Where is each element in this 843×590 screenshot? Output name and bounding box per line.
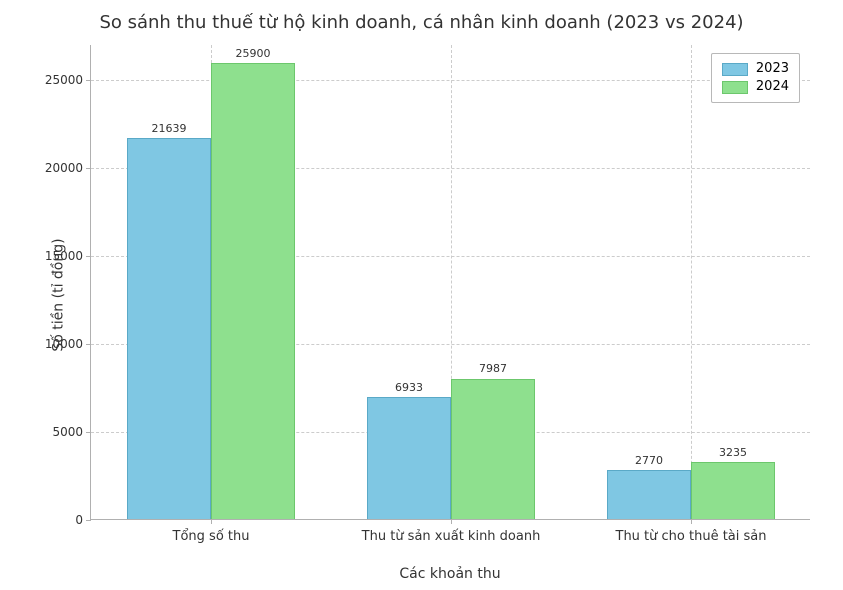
- legend-label: 2023: [756, 60, 789, 78]
- ytick-label: 5000: [52, 425, 91, 439]
- ytick-label: 20000: [45, 161, 91, 175]
- ytick-label: 10000: [45, 337, 91, 351]
- bar-value-label: 25900: [236, 47, 271, 64]
- ytick-label: 0: [75, 513, 91, 527]
- legend-item: 2024: [722, 78, 789, 96]
- ytick-label: 25000: [45, 73, 91, 87]
- bar-value-label: 2770: [635, 454, 663, 471]
- x-axis-label: Các khoản thu: [90, 566, 810, 582]
- bar-value-label: 6933: [395, 381, 423, 398]
- bar-2023: [367, 397, 451, 519]
- bar-value-label: 7987: [479, 362, 507, 379]
- bar-2023: [127, 138, 211, 519]
- bar-2024: [691, 462, 775, 519]
- chart-title: So sánh thu thuế từ hộ kinh doanh, cá nh…: [0, 12, 843, 33]
- legend-swatch: [722, 81, 748, 94]
- plot-area: 0500010000150002000025000Tổng số thu2163…: [90, 45, 810, 520]
- bar-2023: [607, 470, 691, 519]
- chart-container: So sánh thu thuế từ hộ kinh doanh, cá nh…: [0, 0, 843, 590]
- xtick-label: Tổng số thu: [173, 519, 250, 544]
- bar-2024: [451, 379, 535, 520]
- legend-item: 2023: [722, 60, 789, 78]
- bar-value-label: 21639: [152, 122, 187, 139]
- xtick-label: Thu từ sản xuất kinh doanh: [362, 519, 541, 544]
- legend-label: 2024: [756, 78, 789, 96]
- xtick-label: Thu từ cho thuê tài sản: [616, 519, 767, 544]
- legend-swatch: [722, 63, 748, 76]
- bar-2024: [211, 63, 295, 519]
- bar-value-label: 3235: [719, 446, 747, 463]
- ytick-label: 15000: [45, 249, 91, 263]
- vgridline: [691, 45, 692, 519]
- legend: 20232024: [711, 53, 800, 103]
